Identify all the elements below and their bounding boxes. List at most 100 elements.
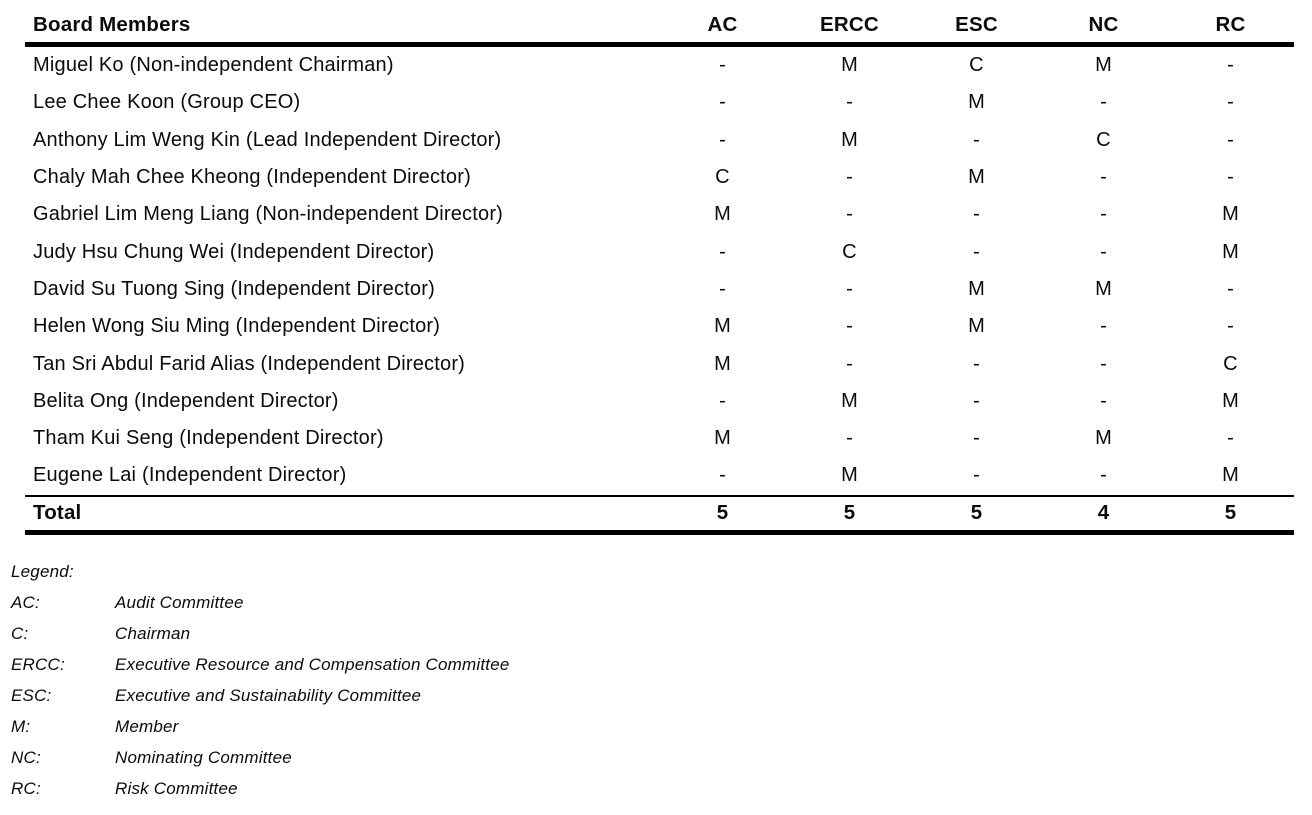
column-header-ac: AC [707,13,738,36]
committee-role-cell: M [1222,389,1239,412]
member-name: Helen Wong Siu Ming (Independent Directo… [33,315,441,338]
table-row: Helen Wong Siu Ming (Independent Directo… [25,308,1294,345]
committee-role-cell: - [846,277,853,300]
committee-role-cell: M [968,315,985,338]
legend-description: Chairman [115,624,191,644]
committee-role-cell: - [719,389,726,412]
legend-abbr: C: [11,624,29,644]
committee-role-cell: M [841,128,858,151]
member-name: Gabriel Lim Meng Liang (Non-independent … [33,203,504,226]
committee-role-cell: C [1223,352,1238,375]
member-name: Belita Ong (Independent Director) [33,389,339,412]
legend-abbr: ESC: [11,686,52,706]
legend-abbr: ERCC: [11,655,65,675]
table-row: Anthony Lim Weng Kin (Lead Independent D… [25,122,1294,159]
committee-role-cell: - [1100,240,1107,263]
committee-role-cell: - [1100,352,1107,375]
total-value-esc: 5 [970,501,983,525]
legend-description: Executive Resource and Compensation Comm… [115,655,510,675]
committee-role-cell: - [719,54,726,77]
committee-role-cell: C [715,166,730,189]
column-header-rc: RC [1215,13,1246,36]
committee-role-cell: - [973,203,980,226]
table-row: Belita Ong (Independent Director) - M - - M [25,383,1294,420]
committee-role-cell: - [719,240,726,263]
committee-role-cell: - [973,389,980,412]
committee-role-cell: - [719,277,726,300]
committee-role-cell: - [719,464,726,487]
legend-description: Executive and Sustainability Committee [115,686,422,706]
legend-entry: RC: Risk Committee [11,774,1312,805]
legend-abbr: AC: [11,593,40,613]
total-value-ac: 5 [716,501,729,525]
table-row: Tan Sri Abdul Farid Alias (Independent D… [25,345,1294,382]
committee-role-cell: M [1222,203,1239,226]
total-label: Total [33,501,82,525]
member-name: Judy Hsu Chung Wei (Independent Director… [33,240,435,263]
committee-role-cell: M [714,203,731,226]
table-row: Chaly Mah Chee Kheong (Independent Direc… [25,159,1294,196]
committee-role-cell: M [968,166,985,189]
committee-role-cell: M [841,464,858,487]
committee-role-cell: - [973,128,980,151]
committee-role-cell: - [846,91,853,114]
committee-role-cell: - [973,352,980,375]
legend-abbr: RC: [11,779,41,799]
total-value-ercc: 5 [843,501,856,525]
committee-role-cell: - [1227,91,1234,114]
committee-role-cell: - [846,352,853,375]
legend: Legend: AC: Audit Committee C: Chairman ERCC… [11,557,1312,805]
committee-role-cell: M [1095,277,1112,300]
table-header-row: Board Members AC ERCC ESC NC RC [25,8,1294,45]
legend-entry: M: Member [11,712,1312,743]
committee-role-cell: M [1095,427,1112,450]
legend-entry: ESC: Executive and Sustainability Committ… [11,681,1312,712]
committee-role-cell: - [1227,54,1234,77]
committee-role-cell: C [969,54,984,77]
column-header-board-members: Board Members [33,13,191,36]
committee-role-cell: C [842,240,857,263]
committee-role-cell: - [846,315,853,338]
committee-role-cell: - [846,203,853,226]
committee-role-cell: - [1100,464,1107,487]
committee-role-cell: M [968,277,985,300]
legend-description: Member [115,717,179,737]
column-header-esc: ESC [955,13,998,36]
board-committee-table: Board Members AC ERCC ESC NC RC Miguel K… [25,8,1294,535]
committee-role-cell: - [719,91,726,114]
table-row: Tham Kui Seng (Independent Director) M - - M… [25,420,1294,457]
table-row: Lee Chee Koon (Group CEO) - - M - - [25,84,1294,121]
member-name: Eugene Lai (Independent Director) [33,464,347,487]
column-header-ercc: ERCC [820,13,879,36]
committee-role-cell: M [714,427,731,450]
member-name: Tham Kui Seng (Independent Director) [33,427,384,450]
committee-role-cell: M [841,389,858,412]
committee-role-cell: M [1222,240,1239,263]
legend-title: Legend: [11,562,74,582]
total-value-rc: 5 [1224,501,1237,525]
legend-abbr: M: [11,717,31,737]
committee-role-cell: - [1227,277,1234,300]
committee-role-cell: M [841,54,858,77]
committee-role-cell: - [1227,427,1234,450]
legend-entry: ERCC: Executive Resource and Compensation… [11,650,1312,681]
committee-role-cell: - [719,128,726,151]
table-row: Judy Hsu Chung Wei (Independent Director… [25,233,1294,270]
committee-role-cell: M [714,352,731,375]
committee-role-cell: - [846,427,853,450]
table-row: Eugene Lai (Independent Director) - M - - M [25,457,1294,495]
committee-role-cell: - [1227,166,1234,189]
member-name: Chaly Mah Chee Kheong (Independent Direc… [33,166,471,189]
committee-role-cell: - [1100,315,1107,338]
table-row: Gabriel Lim Meng Liang (Non-independent … [25,196,1294,233]
committee-role-cell: M [1095,54,1112,77]
member-name: David Su Tuong Sing (Independent Directo… [33,277,435,300]
legend-description: Risk Committee [115,779,238,799]
committee-role-cell: M [714,315,731,338]
member-name: Miguel Ko (Non-independent Chairman) [33,54,394,77]
committee-role-cell: - [1100,203,1107,226]
legend-entry: C: Chairman [11,619,1312,650]
column-header-nc: NC [1088,13,1119,36]
member-name: Tan Sri Abdul Farid Alias (Independent D… [33,352,466,375]
